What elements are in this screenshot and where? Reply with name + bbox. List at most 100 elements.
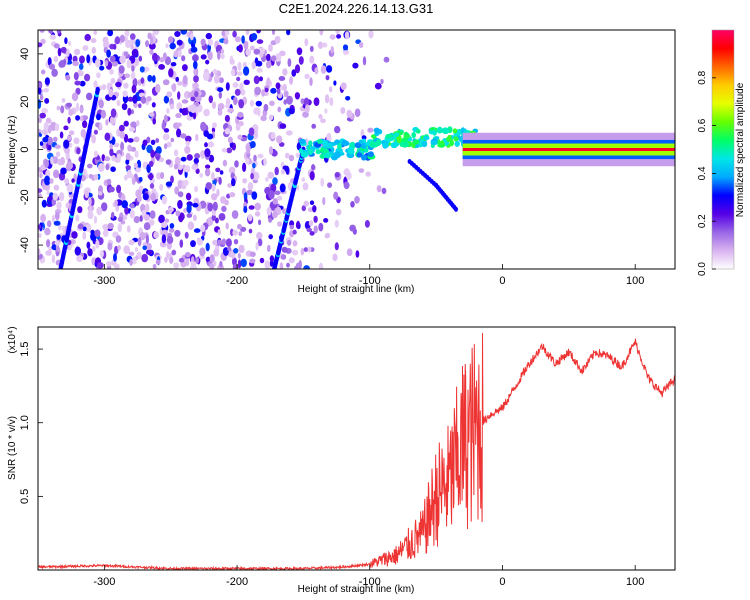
noise-speck	[196, 238, 203, 246]
noise-speck	[74, 48, 81, 56]
noise-speck	[170, 137, 175, 143]
noise-speck	[71, 92, 79, 102]
noise-speck	[61, 225, 66, 232]
noise-speck	[51, 214, 56, 223]
spectrogram-x-tick-label: -300	[93, 275, 115, 287]
noise-speck	[177, 191, 184, 198]
snr-y-ticks: 0.5 1.0 1.5	[19, 341, 43, 504]
noise-speck	[292, 249, 299, 256]
noise-speck	[136, 120, 140, 127]
noise-speck	[251, 191, 258, 200]
noise-speck	[79, 80, 86, 87]
noise-speck	[285, 165, 290, 175]
noise-speck	[134, 58, 139, 67]
noise-speck	[176, 102, 183, 110]
noise-speck	[224, 114, 230, 123]
noise-speck	[195, 168, 200, 175]
noise-speck	[86, 92, 93, 101]
noise-speck	[126, 225, 131, 233]
noise-speck	[55, 251, 60, 257]
noise-speck	[345, 96, 351, 101]
noise-speck	[143, 222, 151, 231]
noise-speck	[270, 183, 277, 193]
chart-title: C2E1.2024.226.14.13.G31	[279, 1, 434, 16]
noise-speck	[367, 127, 374, 133]
noise-speck	[263, 103, 269, 112]
noise-speck	[280, 169, 285, 175]
noise-speck	[207, 51, 213, 61]
signal-blob	[437, 143, 446, 148]
noise-speck	[160, 222, 168, 228]
noise-speck	[45, 250, 52, 256]
noise-speck	[60, 46, 67, 54]
noise-speck	[248, 228, 253, 234]
noise-speck	[214, 217, 219, 224]
noise-speck	[165, 43, 169, 49]
noise-speck	[150, 192, 157, 202]
noise-speck	[100, 109, 106, 119]
noise-speck	[106, 261, 112, 267]
noise-speck	[274, 35, 281, 44]
signal-blob	[298, 148, 304, 154]
noise-speck	[38, 233, 42, 238]
noise-speck	[155, 138, 160, 143]
noise-speck	[113, 253, 117, 262]
noise-speck	[242, 61, 247, 68]
noise-speck	[109, 55, 116, 63]
noise-speck	[208, 154, 215, 163]
noise-speck	[301, 205, 306, 212]
noise-speck	[376, 185, 382, 193]
noise-speck	[169, 42, 176, 50]
noise-speck	[242, 162, 247, 172]
noise-speck	[253, 154, 257, 162]
signal-blob	[453, 136, 459, 142]
noise-speck	[46, 239, 51, 248]
noise-speck	[243, 40, 249, 50]
noise-speck	[184, 252, 191, 258]
noise-speck	[107, 30, 114, 37]
noise-speck	[111, 154, 116, 162]
noise-speck	[224, 199, 229, 206]
noise-speck	[104, 60, 109, 67]
noise-speck	[336, 34, 342, 39]
noise-speck	[48, 246, 53, 252]
noise-speck	[192, 54, 199, 62]
noise-speck	[123, 120, 129, 127]
noise-speck	[96, 72, 101, 79]
noise-speck	[361, 135, 367, 140]
noise-speck	[207, 141, 214, 148]
noise-speck	[271, 211, 278, 218]
noise-speck	[175, 113, 182, 119]
noise-speck	[190, 240, 196, 248]
noise-speck	[142, 139, 148, 147]
noise-speck	[53, 55, 59, 63]
noise-speck	[43, 121, 49, 132]
noise-speck	[185, 141, 191, 146]
noise-speck	[291, 69, 297, 77]
noise-speck	[53, 184, 60, 191]
noise-speck	[309, 171, 315, 181]
noise-speck	[175, 210, 181, 217]
noise-speck	[256, 39, 264, 44]
signal-blob	[308, 140, 313, 146]
noise-speck	[179, 239, 184, 248]
noise-speck	[309, 77, 313, 86]
noise-speck	[309, 55, 315, 64]
noise-speck	[362, 56, 367, 66]
noise-speck	[268, 44, 273, 52]
noise-speck	[226, 147, 233, 154]
noise-speck	[184, 135, 192, 142]
noise-speck	[163, 128, 170, 133]
signal-blob	[367, 151, 374, 158]
noise-speck	[130, 203, 135, 209]
noise-speck	[194, 186, 199, 193]
noise-speck	[274, 53, 282, 62]
noise-speck	[256, 67, 263, 73]
colorbar-tick-label: 0.2	[697, 214, 708, 228]
noise-speck	[233, 96, 238, 106]
noise-speck	[128, 127, 136, 132]
noise-speck	[84, 73, 91, 82]
noise-speck	[110, 108, 117, 118]
noise-speck	[242, 178, 248, 184]
snr-y-label: SNR (10 * v/v)	[7, 416, 18, 480]
